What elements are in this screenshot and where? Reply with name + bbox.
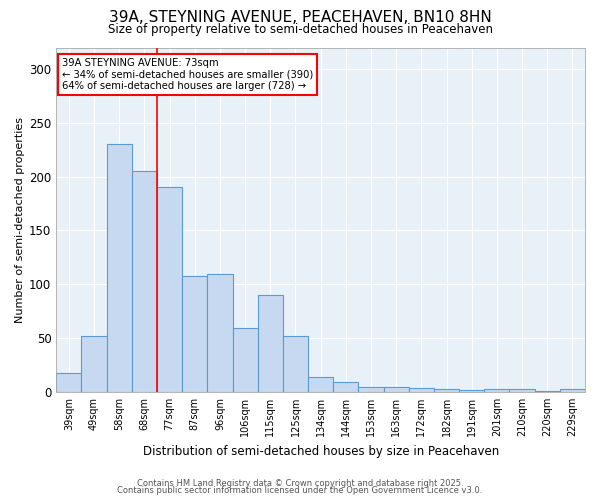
Bar	[383, 386, 409, 392]
Bar	[208, 274, 233, 392]
Bar	[132, 172, 157, 392]
Bar	[509, 388, 535, 392]
Bar	[233, 328, 257, 392]
Bar	[535, 391, 560, 392]
Text: Size of property relative to semi-detached houses in Peacehaven: Size of property relative to semi-detach…	[107, 22, 493, 36]
Bar	[484, 388, 509, 392]
X-axis label: Distribution of semi-detached houses by size in Peacehaven: Distribution of semi-detached houses by …	[143, 444, 499, 458]
Bar	[358, 386, 383, 392]
Y-axis label: Number of semi-detached properties: Number of semi-detached properties	[15, 116, 25, 322]
Bar	[283, 336, 308, 392]
Bar	[157, 188, 182, 392]
Bar	[82, 336, 107, 392]
Bar	[56, 372, 82, 392]
Text: Contains HM Land Registry data © Crown copyright and database right 2025.: Contains HM Land Registry data © Crown c…	[137, 478, 463, 488]
Text: 39A STEYNING AVENUE: 73sqm
← 34% of semi-detached houses are smaller (390)
64% o: 39A STEYNING AVENUE: 73sqm ← 34% of semi…	[62, 58, 313, 91]
Bar	[107, 144, 132, 392]
Bar	[308, 377, 333, 392]
Bar	[560, 388, 585, 392]
Text: 39A, STEYNING AVENUE, PEACEHAVEN, BN10 8HN: 39A, STEYNING AVENUE, PEACEHAVEN, BN10 8…	[109, 10, 491, 25]
Bar	[459, 390, 484, 392]
Bar	[333, 382, 358, 392]
Bar	[182, 276, 208, 392]
Text: Contains public sector information licensed under the Open Government Licence v3: Contains public sector information licen…	[118, 486, 482, 495]
Bar	[434, 388, 459, 392]
Bar	[409, 388, 434, 392]
Bar	[257, 295, 283, 392]
